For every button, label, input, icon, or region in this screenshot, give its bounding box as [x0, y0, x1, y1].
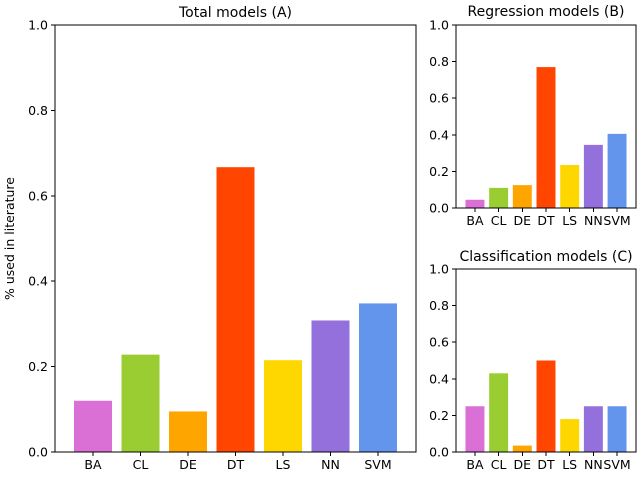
- chart-c-xtick-label: DE: [514, 457, 532, 472]
- chart-c-bar-svm: [607, 406, 627, 452]
- chart-a-axes-frame: [54, 24, 417, 453]
- chart-b-bar-cl: [489, 187, 509, 208]
- chart-a-bar-dt: [216, 167, 255, 452]
- chart-a-xtick-label: SVM: [364, 457, 391, 472]
- chart-c-bar-ls: [560, 419, 580, 452]
- chart-a-title: Total models (A): [178, 5, 292, 21]
- chart-a: Total models (A) % used in literature BA…: [2, 5, 417, 472]
- chart-b-axes-frame: [455, 24, 637, 209]
- chart-c-ytick-label: 1.0: [429, 262, 449, 277]
- chart-a-bar-svm: [359, 303, 397, 452]
- chart-b-ytick-label: 0.0: [429, 201, 449, 216]
- chart-a-bar-ba: [74, 400, 112, 452]
- chart-c-xtick-label: NN: [584, 457, 603, 472]
- chart-a-bar-ls: [264, 360, 302, 452]
- chart-a-xtick-label: BA: [84, 457, 102, 472]
- chart-c-ytick-label: 0.4: [429, 371, 449, 386]
- chart-b-ytick-label: 1.0: [429, 18, 449, 33]
- chart-a-ytick-label: 0.8: [28, 103, 48, 118]
- chart-b-title: Regression models (B): [468, 4, 625, 20]
- chart-b: Regression models (B) BA CL DE DT LS NN SVM 0.0…: [429, 4, 637, 228]
- chart-c-bar-dt: [536, 360, 556, 452]
- chart-c-xtick-label: DT: [537, 457, 555, 472]
- chart-b-bar-svm: [607, 133, 627, 208]
- chart-a-xtick-label: CL: [133, 457, 149, 472]
- chart-c-xtick-label: BA: [466, 457, 484, 472]
- chart-c-title: Classification models (C): [459, 249, 632, 265]
- chart-c-xtick-label: SVM: [603, 457, 630, 472]
- chart-a-ytick-label: 1.0: [28, 18, 48, 33]
- chart-a-ytick-label: 0.2: [28, 359, 48, 374]
- chart-c-bar-de: [512, 445, 532, 452]
- chart-b-bar-ls: [560, 165, 580, 208]
- chart-a-xtick-label: DE: [179, 457, 197, 472]
- chart-b-xtick-label: DT: [537, 213, 555, 228]
- chart-c-bar-cl: [489, 373, 509, 452]
- chart-c-axes-frame: [455, 268, 637, 453]
- chart-c-ytick-label: 0.8: [429, 298, 449, 313]
- chart-c-xtick-label: CL: [491, 457, 507, 472]
- chart-a-bar-nn: [311, 320, 350, 452]
- chart-b-bar-dt: [536, 67, 556, 208]
- chart-a-ytick-label: 0.0: [28, 445, 48, 460]
- chart-a-bar-cl: [121, 354, 160, 452]
- chart-b-xtick-label: LS: [562, 213, 577, 228]
- chart-a-xtick-label: NN: [321, 457, 340, 472]
- chart-b-xtick-label: SVM: [603, 213, 630, 228]
- chart-c-bar-nn: [583, 406, 603, 452]
- chart-b-ytick-label: 0.8: [429, 54, 449, 69]
- chart-c: Classification models (C) BA CL DE DT LS NN SV…: [429, 249, 637, 472]
- chart-a-ytick-label: 0.6: [28, 188, 48, 203]
- chart-b-bar-ba: [465, 199, 485, 208]
- chart-b-bar-de: [512, 185, 532, 209]
- chart-b-bar-nn: [583, 144, 603, 208]
- chart-a-bar-de: [169, 411, 207, 452]
- chart-c-ytick-label: 0.2: [429, 408, 449, 423]
- chart-b-ytick-label: 0.6: [429, 91, 449, 106]
- chart-a-xtick-label: LS: [276, 457, 291, 472]
- chart-c-ytick-label: 0.6: [429, 335, 449, 350]
- chart-b-xtick-label: CL: [491, 213, 507, 228]
- chart-b-xtick-label: BA: [466, 213, 484, 228]
- chart-c-bar-ba: [465, 406, 485, 452]
- chart-b-ytick-label: 0.2: [429, 164, 449, 179]
- chart-a-ylabel: % used in literature: [2, 177, 17, 300]
- chart-c-xtick-label: LS: [562, 457, 577, 472]
- chart-b-ytick-label: 0.4: [429, 127, 449, 142]
- chart-b-xtick-label: DE: [514, 213, 532, 228]
- chart-a-ytick-label: 0.4: [28, 274, 48, 289]
- chart-a-xtick-label: DT: [227, 457, 245, 472]
- chart-b-xtick-label: NN: [584, 213, 603, 228]
- chart-c-ytick-label: 0.0: [429, 445, 449, 460]
